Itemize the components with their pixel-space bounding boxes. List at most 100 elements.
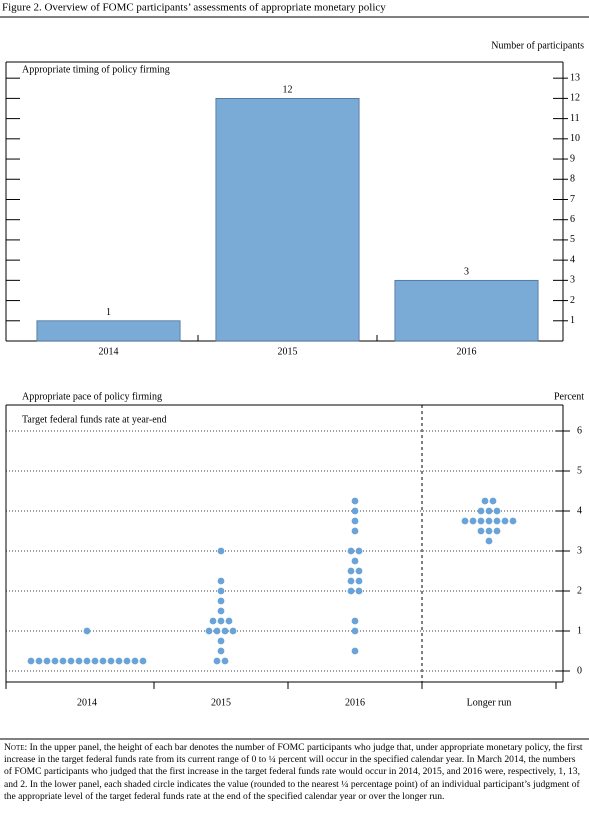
note: Note: In the upper panel, the height of … [4,742,584,803]
dot [347,547,355,555]
dot [217,547,225,555]
panel-title: Appropriate pace of policy firming [22,391,162,402]
dot [481,497,489,505]
panel-subtitle: Target federal funds rate at year-end [22,414,167,425]
dot [493,507,501,515]
dot [461,517,469,525]
dot [347,567,355,575]
dot [469,517,477,525]
dot [493,517,501,525]
dot [355,567,363,575]
dot [347,587,355,595]
dot [485,517,493,525]
dot [83,627,91,635]
note-text: In the upper panel, the height of each b… [4,742,583,802]
y-tick-label: 9 [570,153,575,164]
dot [213,657,221,665]
dot [509,517,517,525]
dot [225,617,233,625]
x-tick-label: 2015 [211,697,231,708]
y-tick-label: 4 [577,505,582,516]
dot [477,507,485,515]
dot [351,517,359,525]
dot [217,637,225,645]
dot [485,537,493,545]
y-tick-label: 10 [570,133,580,144]
dot [485,527,493,535]
y-tick-label: 2 [577,585,582,596]
dot [35,657,43,665]
dot [27,657,35,665]
y-tick-label: 3 [577,545,582,556]
y-tick-label: 1 [570,315,575,326]
dot [205,627,213,635]
y-tick-label: 13 [570,72,580,83]
y-axis-label: Number of participants [491,40,584,51]
y-tick-label: 5 [570,234,575,245]
y-tick-label: 1 [577,625,582,636]
dot [351,497,359,505]
y-tick-label: 5 [577,465,582,476]
y-tick-label: 3 [570,275,575,286]
dot [217,607,225,615]
dot [107,657,115,665]
dot [351,617,359,625]
dot [501,517,509,525]
dot [217,597,225,605]
dot [75,657,83,665]
panel-title: Appropriate timing of policy firming [22,64,170,75]
dot [489,497,497,505]
dot [221,627,229,635]
y-tick-label: 6 [577,425,582,436]
dot [351,627,359,635]
dot [485,507,493,515]
note-label: Note: [4,742,28,753]
y-tick-label: 8 [570,174,575,185]
dot [217,647,225,655]
y-tick-label: 0 [577,665,582,676]
dot [115,657,123,665]
x-tick-label: 2014 [99,346,119,357]
y-tick-label: 6 [570,214,575,225]
figure: Figure 2. Overview of FOMC participants’… [0,2,589,740]
dot [229,627,237,635]
dot [351,647,359,655]
dot [351,527,359,535]
dot [217,577,225,585]
data-label: 3 [464,267,469,278]
dot [43,657,51,665]
dot [59,657,67,665]
y-axis-label: Percent [554,391,584,402]
dot [351,507,359,515]
dot [99,657,107,665]
bar [215,97,360,342]
x-tick-label: 2015 [278,346,298,357]
dot [83,657,91,665]
data-label: 12 [283,85,293,96]
figure-title: Figure 2. Overview of FOMC participants’… [2,2,386,14]
y-tick-label: 11 [570,113,580,124]
bar [394,279,539,342]
x-tick-label: 2016 [345,697,365,708]
dot [217,617,225,625]
dot [477,517,485,525]
dot [221,657,229,665]
y-tick-label: 2 [570,295,575,306]
dot [355,587,363,595]
y-tick-label: 4 [570,254,575,265]
dot [131,657,139,665]
dot [217,587,225,595]
dot [51,657,59,665]
dot [67,657,75,665]
dot [493,527,501,535]
dot [347,577,355,585]
dot [355,577,363,585]
dot [91,657,99,665]
dot [209,617,217,625]
dot [213,627,221,635]
y-tick-label: 12 [570,93,580,104]
dot [351,557,359,565]
dot [477,527,485,535]
x-tick-label: 2014 [77,697,97,708]
